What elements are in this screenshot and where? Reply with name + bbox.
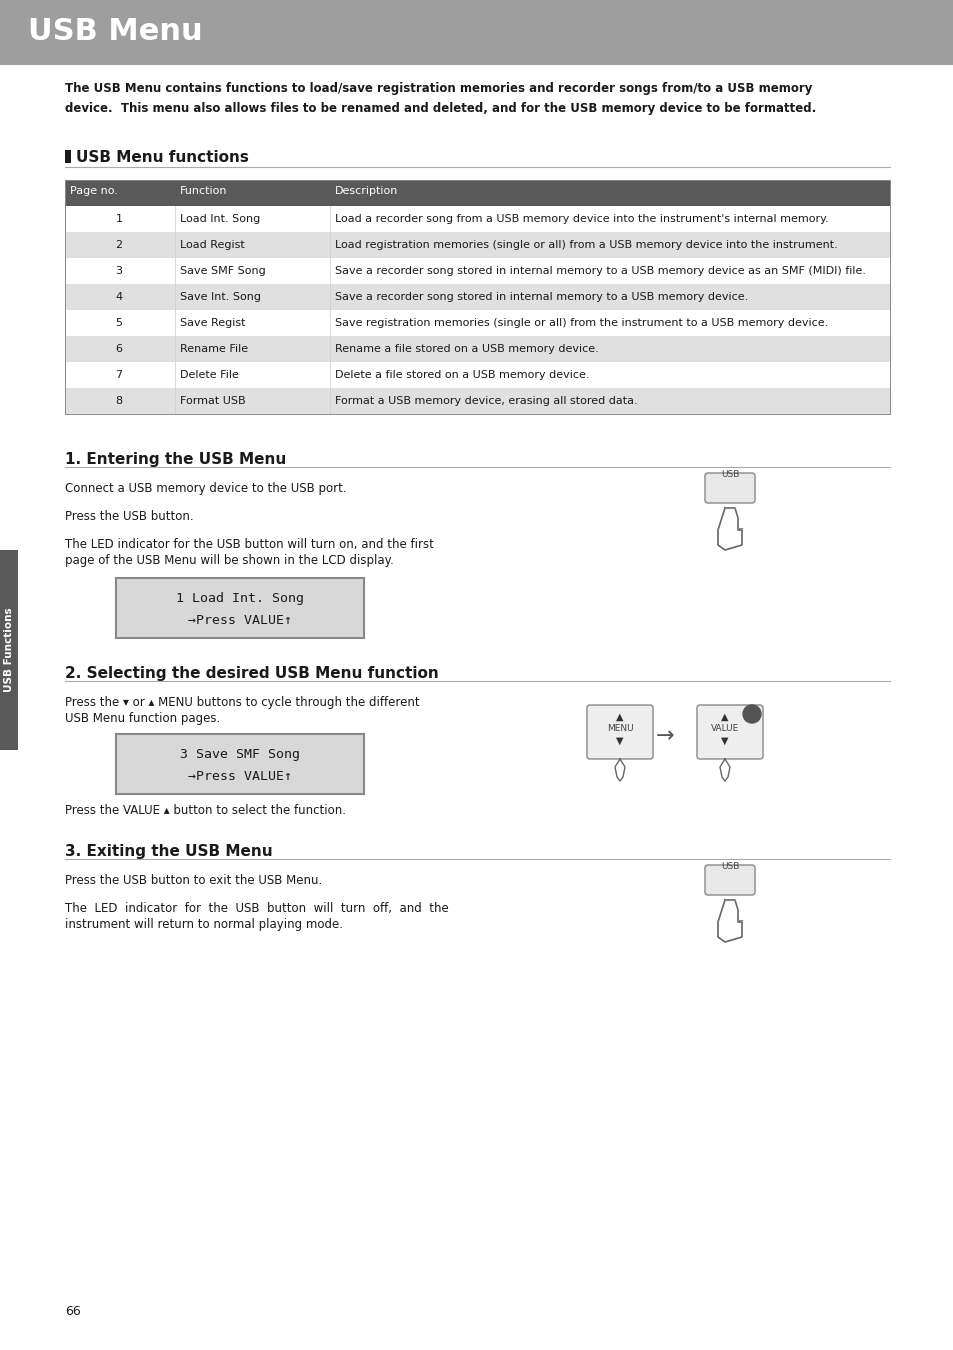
- Text: instrument will return to normal playing mode.: instrument will return to normal playing…: [65, 918, 343, 932]
- FancyBboxPatch shape: [65, 232, 889, 258]
- Text: Load Regist: Load Regist: [180, 240, 245, 250]
- Text: →Press VALUE↑: →Press VALUE↑: [188, 614, 292, 626]
- Text: Description: Description: [335, 186, 398, 196]
- Text: USB Menu functions: USB Menu functions: [76, 150, 249, 165]
- FancyBboxPatch shape: [65, 336, 889, 362]
- Text: The LED indicator for the USB button will turn on, and the first: The LED indicator for the USB button wil…: [65, 539, 434, 551]
- Text: 8: 8: [115, 396, 122, 406]
- Text: 4: 4: [115, 292, 122, 302]
- Text: 6: 6: [115, 344, 122, 354]
- FancyBboxPatch shape: [0, 0, 953, 65]
- Text: Connect a USB memory device to the USB port.: Connect a USB memory device to the USB p…: [65, 482, 346, 495]
- Text: →Press VALUE↑: →Press VALUE↑: [188, 769, 292, 783]
- FancyBboxPatch shape: [704, 472, 754, 504]
- Text: device.  This menu also allows files to be renamed and deleted, and for the USB : device. This menu also allows files to b…: [65, 103, 816, 115]
- Text: 5: 5: [115, 319, 122, 328]
- Text: Rename a file stored on a USB memory device.: Rename a file stored on a USB memory dev…: [335, 344, 598, 354]
- FancyBboxPatch shape: [65, 150, 71, 163]
- Text: Function: Function: [180, 186, 227, 196]
- Text: Load a recorder song from a USB memory device into the instrument's internal mem: Load a recorder song from a USB memory d…: [335, 215, 828, 224]
- FancyBboxPatch shape: [65, 362, 889, 387]
- FancyBboxPatch shape: [704, 865, 754, 895]
- Text: USB Menu function pages.: USB Menu function pages.: [65, 711, 220, 725]
- Text: Save registration memories (single or all) from the instrument to a USB memory d: Save registration memories (single or al…: [335, 319, 827, 328]
- Text: Press the ▾ or ▴ MENU buttons to cycle through the different: Press the ▾ or ▴ MENU buttons to cycle t…: [65, 697, 419, 709]
- FancyBboxPatch shape: [697, 705, 762, 759]
- Text: Press the USB button to exit the USB Menu.: Press the USB button to exit the USB Men…: [65, 873, 322, 887]
- Text: ▲: ▲: [616, 711, 623, 722]
- Text: Save a recorder song stored in internal memory to a USB memory device.: Save a recorder song stored in internal …: [335, 292, 747, 302]
- Text: Save a recorder song stored in internal memory to a USB memory device as an SMF : Save a recorder song stored in internal …: [335, 266, 865, 275]
- Text: 1 Load Int. Song: 1 Load Int. Song: [175, 593, 304, 605]
- Text: USB Menu: USB Menu: [28, 18, 202, 46]
- Text: ▼: ▼: [720, 736, 728, 747]
- Text: VALUE: VALUE: [710, 724, 739, 733]
- Text: Save Regist: Save Regist: [180, 319, 245, 328]
- Text: Press the USB button.: Press the USB button.: [65, 510, 193, 522]
- FancyBboxPatch shape: [586, 705, 652, 759]
- FancyBboxPatch shape: [65, 284, 889, 310]
- Text: The  LED  indicator  for  the  USB  button  will  turn  off,  and  the: The LED indicator for the USB button wil…: [65, 902, 448, 915]
- Text: MENU: MENU: [606, 724, 633, 733]
- Text: Load Int. Song: Load Int. Song: [180, 215, 260, 224]
- Text: ▲: ▲: [720, 711, 728, 722]
- Text: USB: USB: [720, 470, 739, 479]
- Text: Format USB: Format USB: [180, 396, 245, 406]
- Text: Page no.: Page no.: [70, 186, 118, 196]
- Text: 2: 2: [115, 240, 122, 250]
- Text: page of the USB Menu will be shown in the LCD display.: page of the USB Menu will be shown in th…: [65, 554, 394, 567]
- Text: Save Int. Song: Save Int. Song: [180, 292, 261, 302]
- Text: 7: 7: [115, 370, 122, 379]
- Text: Format a USB memory device, erasing all stored data.: Format a USB memory device, erasing all …: [335, 396, 637, 406]
- Text: 1: 1: [115, 215, 122, 224]
- Text: 2: 2: [748, 710, 755, 720]
- Text: 3: 3: [115, 266, 122, 275]
- Text: USB: USB: [720, 863, 739, 871]
- Circle shape: [742, 705, 760, 724]
- Text: Save SMF Song: Save SMF Song: [180, 266, 266, 275]
- FancyBboxPatch shape: [116, 734, 364, 794]
- Text: Delete a file stored on a USB memory device.: Delete a file stored on a USB memory dev…: [335, 370, 589, 379]
- Text: 2. Selecting the desired USB Menu function: 2. Selecting the desired USB Menu functi…: [65, 666, 438, 680]
- Text: ▼: ▼: [616, 736, 623, 747]
- FancyBboxPatch shape: [65, 180, 889, 207]
- FancyBboxPatch shape: [65, 387, 889, 414]
- Text: 3 Save SMF Song: 3 Save SMF Song: [180, 748, 299, 761]
- Text: →: →: [655, 726, 674, 747]
- Text: 1. Entering the USB Menu: 1. Entering the USB Menu: [65, 452, 286, 467]
- Text: 3. Exiting the USB Menu: 3. Exiting the USB Menu: [65, 844, 273, 859]
- FancyBboxPatch shape: [0, 549, 18, 751]
- Text: Press the VALUE ▴ button to select the function.: Press the VALUE ▴ button to select the f…: [65, 805, 346, 817]
- FancyBboxPatch shape: [65, 207, 889, 232]
- Text: Rename File: Rename File: [180, 344, 248, 354]
- FancyBboxPatch shape: [116, 578, 364, 639]
- Text: Delete File: Delete File: [180, 370, 238, 379]
- FancyBboxPatch shape: [65, 310, 889, 336]
- Text: 66: 66: [65, 1305, 81, 1318]
- Text: USB Functions: USB Functions: [4, 608, 14, 693]
- Text: The USB Menu contains functions to load/save registration memories and recorder : The USB Menu contains functions to load/…: [65, 82, 812, 94]
- FancyBboxPatch shape: [65, 258, 889, 284]
- Text: Load registration memories (single or all) from a USB memory device into the ins: Load registration memories (single or al…: [335, 240, 837, 250]
